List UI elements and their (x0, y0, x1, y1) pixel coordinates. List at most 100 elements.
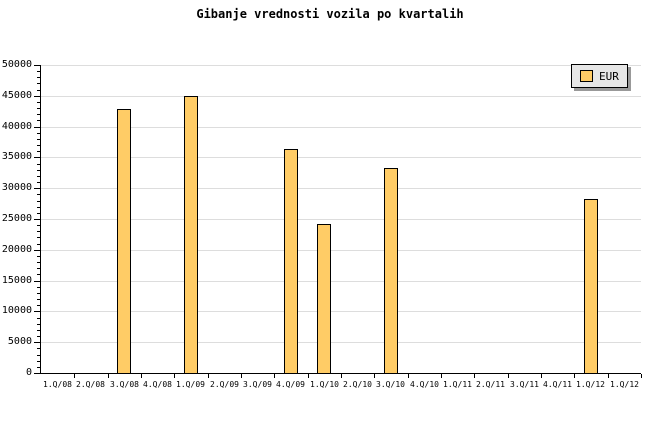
x-tick (74, 374, 75, 378)
x-tick-label: 3.Q/10 (376, 380, 405, 389)
y-major-tick (34, 157, 41, 158)
x-tick-label: 2.Q/10 (343, 380, 372, 389)
y-tick-label: 10000 (1, 305, 32, 316)
x-tick-label: 1.Q/09 (176, 380, 205, 389)
chart-title: Gibanje vrednosti vozila po kvartalih (196, 7, 464, 21)
y-minor-tick (37, 244, 41, 245)
y-minor-tick (37, 287, 41, 288)
y-minor-tick (37, 164, 41, 165)
y-minor-tick (37, 299, 41, 300)
y-minor-tick (37, 225, 41, 226)
bar (184, 96, 198, 374)
x-tick (374, 374, 375, 378)
y-major-tick (34, 250, 41, 251)
y-tick-label: 15000 (1, 275, 32, 286)
gridline (41, 188, 641, 189)
gridline (41, 219, 641, 220)
y-minor-tick (37, 170, 41, 171)
y-minor-tick (37, 139, 41, 140)
x-tick (441, 374, 442, 378)
bar (384, 168, 398, 374)
y-minor-tick (37, 318, 41, 319)
y-major-tick (34, 311, 41, 312)
x-tick (308, 374, 309, 378)
y-minor-tick (37, 194, 41, 195)
y-minor-tick (37, 274, 41, 275)
y-major-tick (34, 65, 41, 66)
x-tick (508, 374, 509, 378)
y-minor-tick (37, 367, 41, 368)
y-minor-tick (37, 114, 41, 115)
x-tick (341, 374, 342, 378)
y-major-tick (34, 342, 41, 343)
x-tick (141, 374, 142, 378)
y-tick-label: 20000 (1, 244, 32, 255)
gridline (41, 281, 641, 282)
y-minor-tick (37, 182, 41, 183)
y-minor-tick (37, 305, 41, 306)
x-tick (208, 374, 209, 378)
y-minor-tick (37, 145, 41, 146)
y-minor-tick (37, 348, 41, 349)
x-tick-label: 1.Q/12 (610, 380, 639, 389)
x-tick-label: 3.Q/09 (243, 380, 272, 389)
y-minor-tick (37, 207, 41, 208)
y-minor-tick (37, 151, 41, 152)
x-tick (574, 374, 575, 378)
x-tick (408, 374, 409, 378)
x-tick (641, 374, 642, 378)
y-axis-line (40, 65, 41, 374)
y-minor-tick (37, 336, 41, 337)
y-minor-tick (37, 176, 41, 177)
x-tick (108, 374, 109, 378)
y-minor-tick (37, 330, 41, 331)
legend-swatch-icon (580, 70, 593, 82)
x-axis-line (40, 373, 641, 374)
x-tick-label: 1.Q/08 (43, 380, 72, 389)
x-tick-label: 1.Q/11 (443, 380, 472, 389)
x-tick-label: 3.Q/11 (510, 380, 539, 389)
gridline (41, 65, 641, 66)
y-major-tick (34, 127, 41, 128)
y-tick-label: 0 (25, 367, 32, 378)
x-tick (474, 374, 475, 378)
y-major-tick (34, 188, 41, 189)
y-minor-tick (37, 83, 41, 84)
x-tick (608, 374, 609, 378)
x-tick-label: 2.Q/08 (76, 380, 105, 389)
legend-label: EUR (599, 69, 619, 83)
y-minor-tick (37, 213, 41, 214)
bar (317, 224, 331, 374)
y-tick-label: 5000 (7, 336, 32, 347)
x-tick (174, 374, 175, 378)
y-minor-tick (37, 293, 41, 294)
bar (284, 149, 298, 374)
legend: EUR (571, 64, 628, 88)
x-tick-label: 4.Q/08 (143, 380, 172, 389)
y-tick-label: 30000 (1, 182, 32, 193)
y-minor-tick (37, 324, 41, 325)
bar (117, 109, 131, 374)
y-minor-tick (37, 355, 41, 356)
y-minor-tick (37, 102, 41, 103)
x-tick-label: 1.Q/12 (576, 380, 605, 389)
x-tick-label: 4.Q/09 (276, 380, 305, 389)
gridline (41, 127, 641, 128)
y-minor-tick (37, 361, 41, 362)
y-tick-label: 50000 (1, 59, 32, 70)
y-minor-tick (37, 133, 41, 134)
x-tick-label: 4.Q/10 (410, 380, 439, 389)
gridline (41, 250, 641, 251)
y-tick-label: 25000 (1, 213, 32, 224)
y-minor-tick (37, 256, 41, 257)
y-minor-tick (37, 201, 41, 202)
y-minor-tick (37, 108, 41, 109)
x-tick-label: 4.Q/11 (543, 380, 572, 389)
y-minor-tick (37, 237, 41, 238)
x-tick (274, 374, 275, 378)
y-minor-tick (37, 231, 41, 232)
x-tick-label: 2.Q/09 (210, 380, 239, 389)
y-minor-tick (37, 77, 41, 78)
